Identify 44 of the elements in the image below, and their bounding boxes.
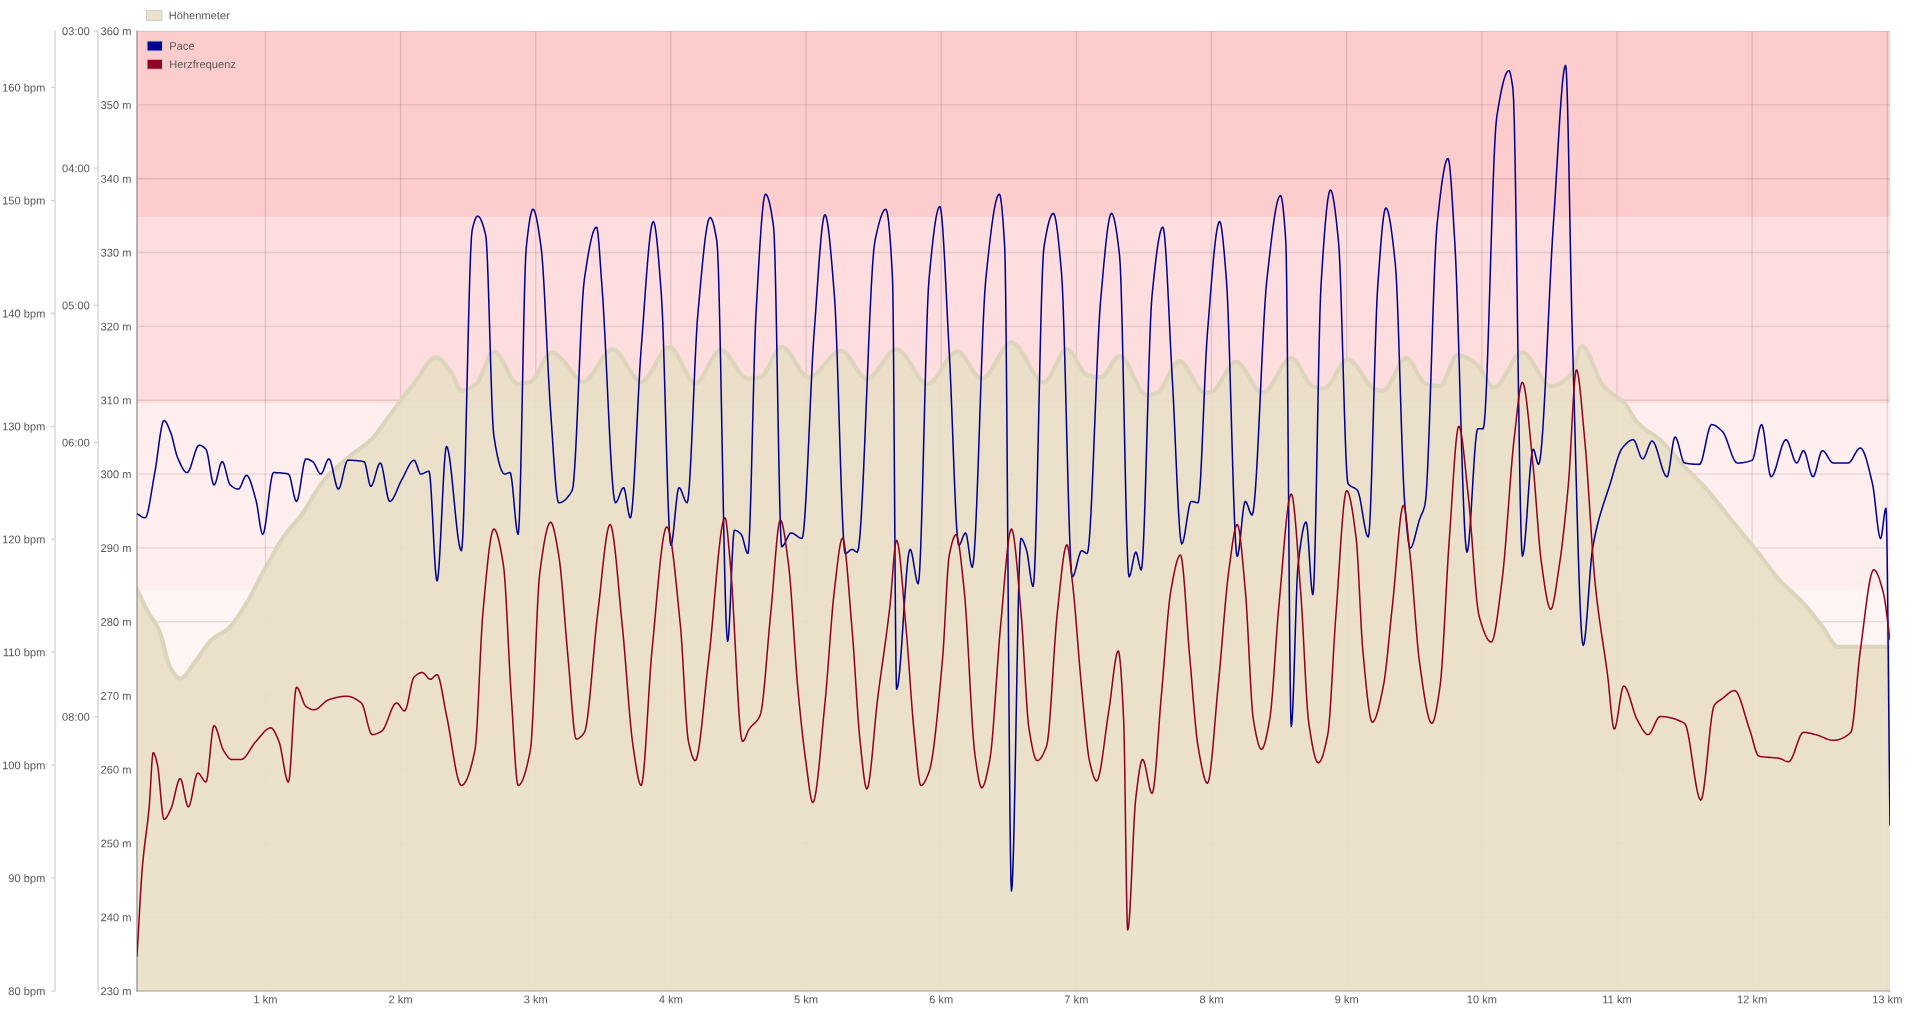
y-tick-label: 230 m	[101, 987, 131, 996]
legend-label: Herzfrequenz	[170, 60, 236, 71]
y-tick-label: 310 m	[100, 396, 131, 405]
y3-tick-label: 80 bpm	[8, 986, 45, 998]
y-tick-label: 360 m	[100, 27, 131, 36]
x-tick-label: 6 km	[929, 995, 953, 1004]
y-tick-label: 270 m	[101, 691, 131, 700]
y-tick-label: 290 m	[101, 544, 131, 553]
y-tick-label: 300 m	[100, 470, 131, 479]
y2-tick-label: 05:00	[62, 301, 90, 310]
y3-tick-label: 100 bpm	[2, 761, 45, 772]
y3-tick-label: 140 bpm	[2, 309, 45, 320]
y-tick-label: 260 m	[101, 765, 131, 774]
x-tick-label: 4 km	[659, 995, 683, 1004]
y-tick-label: 340 m	[100, 174, 131, 183]
y-tick-label: 250 m	[101, 839, 131, 848]
y2-tick-label: 03:00	[62, 27, 90, 36]
y3-tick-label: 90 bpm	[8, 874, 45, 885]
y2-tick-label: 04:00	[62, 164, 90, 173]
legend-label: Höhenmeter	[169, 11, 230, 20]
y2-tick-label: 06:00	[62, 438, 90, 447]
x-tick-label: 3 km	[524, 995, 548, 1004]
y2-tick-label: 08:00	[62, 712, 90, 721]
y-tick-label: 280 m	[101, 618, 131, 626]
x-tick-label: 2 km	[389, 995, 412, 1004]
y3-tick-label: 150 bpm	[2, 196, 45, 207]
y3-tick-label: 120 bpm	[2, 535, 45, 546]
y3-tick-label: 160 bpm	[2, 83, 45, 94]
legend-label: Pace	[170, 42, 195, 50]
y-tick-label: 240 m	[101, 913, 131, 922]
x-tick-label: 13 km	[1873, 995, 1902, 1004]
x-tick-label: 5 km	[794, 995, 818, 1004]
x-tick-label: 7 km	[1064, 995, 1088, 1004]
x-tick-label: 1 km	[254, 995, 277, 1004]
y-tick-label: 320 m	[100, 322, 131, 331]
x-tick-label: 8 km	[1199, 995, 1223, 1004]
y3-tick-label: 130 bpm	[2, 422, 45, 433]
x-tick-label: 11 km	[1603, 995, 1631, 1004]
y3-tick-label: 110 bpm	[3, 648, 45, 659]
x-tick-label: 10 km	[1467, 995, 1497, 1004]
y-tick-label: 350 m	[100, 101, 131, 109]
x-tick-label: 12 km	[1737, 995, 1767, 1004]
x-tick-label: 9 km	[1335, 995, 1358, 1004]
y-tick-label: 330 m	[100, 248, 131, 257]
